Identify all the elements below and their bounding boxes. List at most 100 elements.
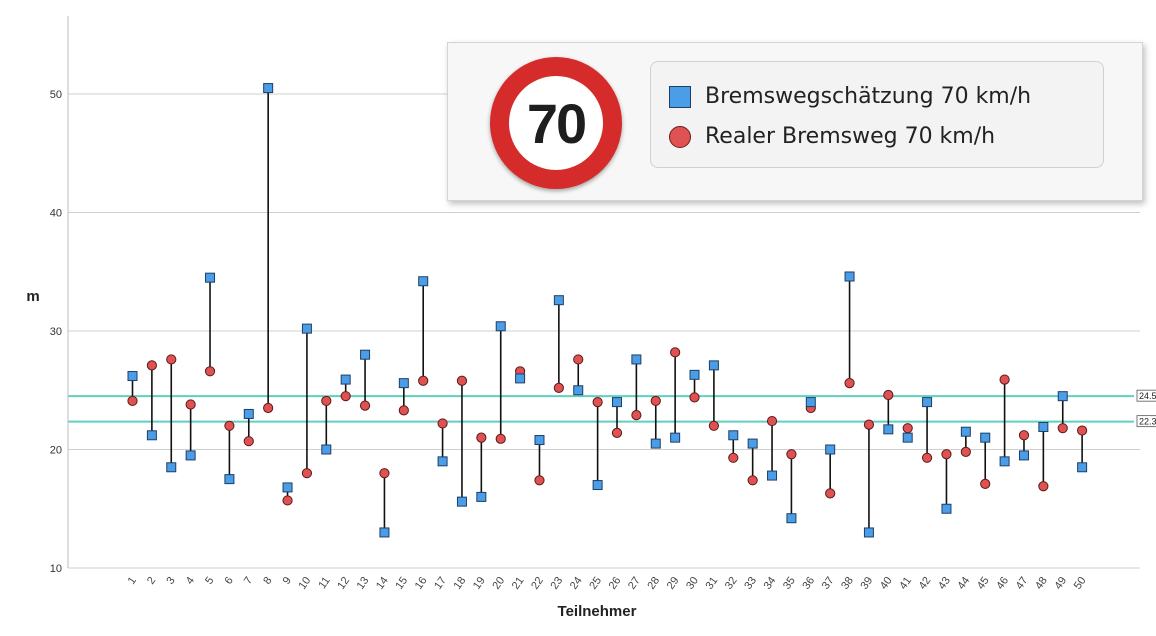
y-tick-label: 10 bbox=[50, 563, 62, 575]
point-estimate bbox=[689, 369, 700, 380]
point-real bbox=[534, 475, 545, 486]
point-estimate bbox=[263, 83, 274, 94]
x-tick-label: 33 bbox=[742, 575, 759, 592]
x-tick-label: 25 bbox=[587, 575, 604, 592]
x-tick-label: 45 bbox=[975, 575, 992, 592]
point-estimate bbox=[863, 527, 874, 538]
y-axis-title: m bbox=[26, 288, 39, 305]
x-tick-label: 36 bbox=[800, 575, 817, 592]
point-estimate bbox=[321, 444, 332, 455]
point-real bbox=[321, 395, 332, 407]
x-tick-label: 31 bbox=[704, 575, 721, 592]
point-real bbox=[573, 354, 584, 365]
reference-line-label-box bbox=[1136, 389, 1156, 402]
x-tick-label: 24 bbox=[568, 575, 585, 592]
x-tick-label: 40 bbox=[878, 575, 895, 592]
point-estimate bbox=[631, 354, 642, 365]
legend-item-estimate: Bremswegschätzung 70 km/h bbox=[669, 84, 1031, 109]
x-tick-label: 9 bbox=[281, 575, 294, 587]
point-real bbox=[592, 397, 603, 408]
point-real bbox=[650, 395, 661, 407]
x-tick-label: 35 bbox=[781, 575, 798, 592]
point-estimate bbox=[767, 470, 778, 481]
point-real bbox=[883, 389, 894, 401]
speed-limit-sign-icon: 70 bbox=[490, 57, 622, 189]
x-tick-label: 4 bbox=[184, 575, 197, 587]
y-tick-label: 50 bbox=[50, 89, 62, 101]
point-real bbox=[631, 410, 642, 421]
point-estimate bbox=[650, 438, 661, 449]
x-tick-label: 14 bbox=[374, 575, 391, 592]
point-estimate bbox=[360, 349, 371, 360]
point-real bbox=[224, 420, 235, 431]
point-estimate bbox=[960, 426, 971, 437]
point-real bbox=[301, 468, 313, 479]
point-estimate bbox=[999, 456, 1010, 467]
point-estimate bbox=[883, 424, 894, 435]
x-tick-label: 37 bbox=[820, 575, 837, 592]
markers bbox=[127, 83, 1088, 538]
x-tick-label: 8 bbox=[261, 575, 274, 587]
point-estimate bbox=[844, 271, 855, 282]
legend-label-real: Realer Bremsweg 70 km/h bbox=[705, 124, 996, 149]
legend-panel: 70 Bremswegschätzung 70 km/h Realer Brem… bbox=[447, 42, 1143, 201]
point-real bbox=[786, 449, 797, 460]
point-estimate bbox=[282, 482, 293, 493]
x-tick-label: 21 bbox=[510, 575, 527, 592]
x-tick-labels: 1 2 3 4 5 6 7 8 9 10 11 12 13 14 15 16 17 18 19 20 21 22 23 24 2… bbox=[126, 575, 1089, 592]
legend-label-estimate: Bremswegschätzung 70 km/h bbox=[705, 84, 1032, 109]
x-tick-label: 15 bbox=[393, 575, 410, 592]
x-tick-label: 34 bbox=[762, 575, 779, 592]
point-real bbox=[398, 405, 409, 416]
point-real bbox=[166, 354, 177, 365]
legend: Bremswegschätzung 70 km/h Realer Bremswe… bbox=[650, 61, 1104, 168]
point-estimate bbox=[146, 430, 157, 441]
speed-limit-sign-number: 70 bbox=[526, 91, 587, 155]
x-tick-label: 29 bbox=[665, 575, 682, 592]
point-real bbox=[146, 360, 157, 371]
x-tick-label: 11 bbox=[316, 575, 332, 591]
point-estimate bbox=[534, 435, 545, 446]
point-estimate bbox=[456, 496, 467, 507]
x-tick-label: 39 bbox=[859, 575, 876, 592]
point-estimate bbox=[825, 444, 836, 455]
legend-item-real: Realer Bremsweg 70 km/h bbox=[669, 124, 995, 149]
point-estimate bbox=[166, 462, 177, 473]
point-real bbox=[456, 375, 468, 386]
x-tick-label: 50 bbox=[1072, 575, 1089, 592]
x-tick-label: 43 bbox=[936, 575, 953, 592]
point-estimate bbox=[728, 430, 739, 441]
point-estimate bbox=[476, 491, 487, 502]
x-tick-label: 27 bbox=[626, 575, 643, 592]
point-real bbox=[728, 452, 739, 463]
point-estimate bbox=[1057, 391, 1068, 402]
point-estimate bbox=[747, 438, 758, 449]
x-tick-label: 22 bbox=[529, 575, 546, 592]
x-tick-label: 12 bbox=[335, 575, 352, 592]
point-real bbox=[999, 374, 1010, 385]
point-real bbox=[204, 366, 216, 377]
point-estimate bbox=[612, 397, 622, 408]
point-real bbox=[960, 446, 971, 457]
x-tick-label: 46 bbox=[994, 575, 1011, 592]
x-tick-label: 32 bbox=[723, 575, 740, 592]
point-real bbox=[863, 419, 875, 430]
x-tick-label: 48 bbox=[1033, 575, 1050, 592]
point-real bbox=[1018, 430, 1030, 441]
x-tick-label: 19 bbox=[471, 575, 488, 592]
point-real bbox=[476, 432, 487, 443]
point-estimate bbox=[224, 474, 235, 485]
x-tick-label: 5 bbox=[203, 575, 216, 587]
y-tick-label: 30 bbox=[50, 326, 62, 338]
point-real bbox=[1038, 481, 1049, 492]
point-estimate bbox=[573, 385, 584, 396]
point-real bbox=[689, 392, 700, 403]
point-real bbox=[980, 478, 991, 489]
point-estimate bbox=[1038, 421, 1049, 432]
x-tick-label: 44 bbox=[955, 575, 972, 592]
circle-marker-icon bbox=[669, 125, 691, 148]
point-real bbox=[670, 347, 681, 358]
point-real bbox=[844, 378, 855, 389]
speed-limit-sign-face: 70 bbox=[509, 76, 603, 170]
